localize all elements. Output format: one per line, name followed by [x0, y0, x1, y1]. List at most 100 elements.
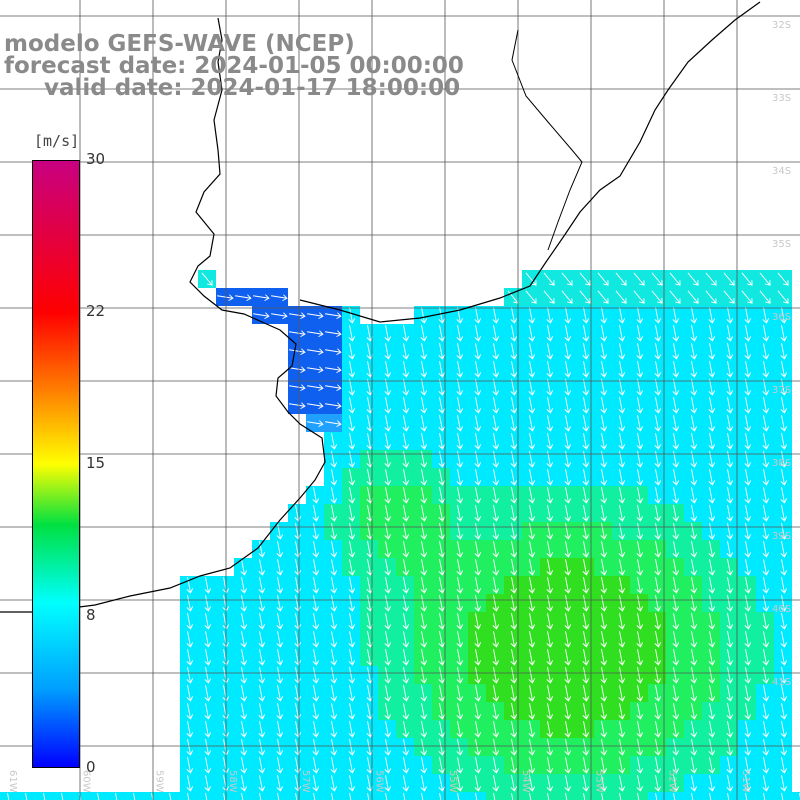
wind-arrow — [708, 595, 716, 612]
wind-arrow — [582, 379, 590, 396]
wind-arrow — [186, 595, 194, 612]
wind-arrow — [582, 757, 590, 774]
wind-arrow — [583, 793, 586, 800]
colorbar-tick-22: 22 — [86, 302, 106, 320]
wind-arrow — [235, 294, 252, 301]
wind-arrow — [600, 649, 608, 666]
wind-arrow — [654, 559, 662, 576]
wind-arrow — [561, 272, 573, 286]
wind-arrow — [600, 667, 608, 684]
wind-arrow — [600, 397, 608, 414]
wind-arrow — [438, 397, 446, 414]
wind-arrow — [492, 325, 500, 342]
wind-arrow — [438, 343, 446, 360]
wind-arrow — [546, 505, 554, 522]
wind-arrow — [672, 613, 680, 630]
wind-arrow — [258, 595, 266, 612]
wind-arrow — [510, 649, 518, 666]
wind-arrow — [348, 721, 356, 738]
wind-cell — [180, 792, 198, 800]
wind-arrow — [690, 469, 698, 486]
wind-arrow — [528, 631, 536, 648]
wind-arrow — [528, 721, 536, 738]
wind-arrow — [402, 379, 410, 396]
wind-arrow — [348, 379, 356, 396]
wind-arrow — [438, 361, 446, 378]
wind-arrow — [564, 307, 572, 324]
wind-arrow — [582, 667, 590, 684]
wind-arrow — [186, 649, 194, 666]
wind-arrow — [402, 469, 410, 486]
wind-arrow — [325, 384, 342, 391]
wind-arrow — [528, 595, 536, 612]
wind-arrow — [564, 397, 572, 414]
wind-arrow — [780, 631, 788, 648]
wind-arrow — [762, 559, 770, 576]
wind-arrow — [43, 793, 46, 800]
wind-arrow — [597, 290, 609, 304]
wind-cell — [252, 792, 270, 800]
wind-arrow — [546, 523, 554, 540]
wind-arrow — [745, 793, 748, 800]
wind-arrow — [294, 685, 302, 702]
wind-arrow — [708, 469, 716, 486]
wind-arrow — [271, 294, 288, 301]
lat-label: 36S — [772, 312, 791, 323]
colorbar-tick-15: 15 — [86, 454, 106, 472]
wind-arrow — [349, 793, 352, 800]
wind-arrow — [528, 343, 536, 360]
wind-arrow — [708, 343, 716, 360]
wind-arrow — [492, 703, 500, 720]
wind-arrow — [726, 433, 734, 450]
wind-arrow — [690, 721, 698, 738]
wind-arrow — [528, 379, 536, 396]
wind-arrow — [420, 379, 428, 396]
wind-arrow — [438, 487, 446, 504]
wind-arrow — [618, 541, 626, 558]
wind-arrow — [330, 649, 338, 666]
wind-arrow — [201, 272, 213, 286]
wind-arrow — [654, 739, 662, 756]
wind-arrow — [276, 649, 284, 666]
wind-arrow — [294, 703, 302, 720]
wind-arrow — [636, 559, 644, 576]
lon-label: 56W — [374, 770, 385, 793]
wind-arrow — [723, 272, 735, 286]
wind-arrow — [777, 272, 789, 286]
wind-arrow — [330, 487, 338, 504]
wind-arrow — [348, 523, 356, 540]
wind-arrow — [253, 294, 270, 301]
wind-arrow — [600, 613, 608, 630]
wind-arrow — [456, 613, 464, 630]
wind-arrow — [240, 685, 248, 702]
wind-arrow — [546, 325, 554, 342]
wind-arrow — [384, 613, 392, 630]
wind-arrow — [204, 595, 212, 612]
wind-arrow — [474, 487, 482, 504]
wind-arrow — [708, 433, 716, 450]
wind-cell — [90, 792, 108, 800]
wind-arrow — [510, 397, 518, 414]
wind-arrow — [420, 505, 428, 522]
wind-arrow — [402, 541, 410, 558]
wind-arrow — [348, 415, 356, 432]
lon-label: 54W — [520, 770, 531, 793]
wind-arrow — [636, 523, 644, 540]
wind-arrow — [492, 577, 500, 594]
wind-arrow — [384, 757, 392, 774]
wind-arrow — [600, 577, 608, 594]
wind-arrow — [474, 505, 482, 522]
wind-arrow — [546, 433, 554, 450]
wind-arrow — [492, 433, 500, 450]
wind-arrow — [258, 649, 266, 666]
wind-arrow — [307, 402, 324, 409]
wind-arrow — [708, 397, 716, 414]
wind-arrow — [564, 343, 572, 360]
wind-arrow — [294, 757, 302, 774]
wind-arrow — [348, 703, 356, 720]
wind-arrow — [564, 757, 572, 774]
wind-arrow — [744, 595, 752, 612]
wind-arrow — [510, 469, 518, 486]
wind-arrow — [384, 505, 392, 522]
